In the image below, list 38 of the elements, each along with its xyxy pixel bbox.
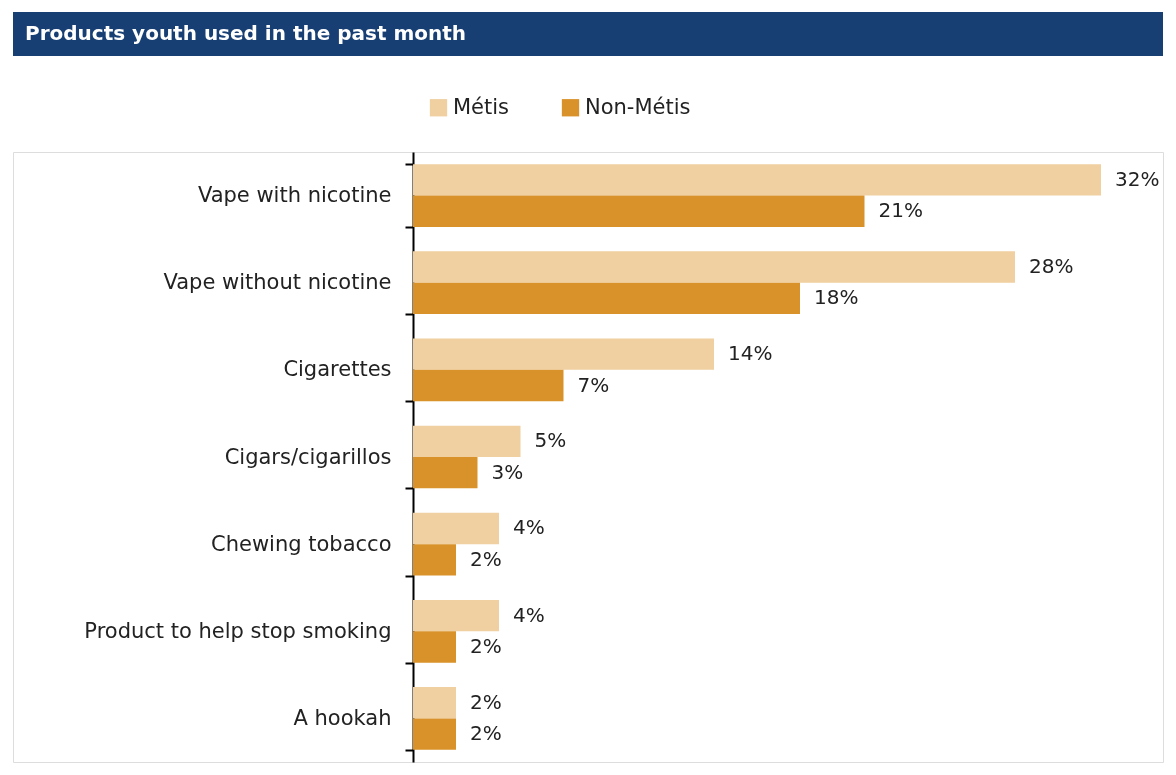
legend-label: Métis: [453, 94, 510, 119]
bar: [413, 251, 1015, 283]
data-label: 2%: [470, 721, 502, 746]
data-label: 28%: [1029, 254, 1074, 279]
bar: [413, 425, 521, 457]
bar: [413, 631, 456, 663]
bar: [413, 164, 1101, 196]
bar: [413, 338, 714, 370]
data-label: 4%: [513, 515, 545, 540]
bar: [413, 369, 564, 402]
bar: [413, 457, 478, 489]
bar: [413, 544, 456, 576]
data-label: 4%: [513, 602, 545, 627]
y-tick-label: A hookah: [293, 705, 392, 730]
bar: [413, 599, 499, 632]
y-tick-label: Chewing tobacco: [211, 531, 392, 556]
data-label: 5%: [534, 428, 567, 453]
data-label: 32%: [1115, 166, 1160, 191]
bar: [413, 195, 865, 227]
y-tick-label: Product to help stop smoking: [84, 618, 392, 643]
data-label: 7%: [577, 372, 610, 397]
y-tick-label: Cigars/cigarillos: [224, 444, 392, 469]
y-tick-label: Cigarettes: [283, 357, 392, 382]
y-tick-label: Vape with nicotine: [197, 183, 392, 208]
bar: [413, 718, 456, 750]
data-label: 3%: [491, 459, 524, 484]
bar: [413, 512, 499, 545]
text: Products youth used in the past month: [25, 21, 467, 45]
data-label: 14%: [728, 341, 773, 366]
data-label: 21%: [878, 198, 923, 223]
data-label: 18%: [814, 285, 859, 310]
bar: [413, 687, 456, 719]
y-tick-label: Vape without nicotine: [163, 270, 392, 295]
data-label: 2%: [470, 689, 502, 714]
legend-label: Non-Métis: [585, 94, 691, 119]
data-label: 2%: [470, 546, 502, 571]
bar: [413, 282, 800, 315]
data-label: 2%: [470, 633, 502, 658]
